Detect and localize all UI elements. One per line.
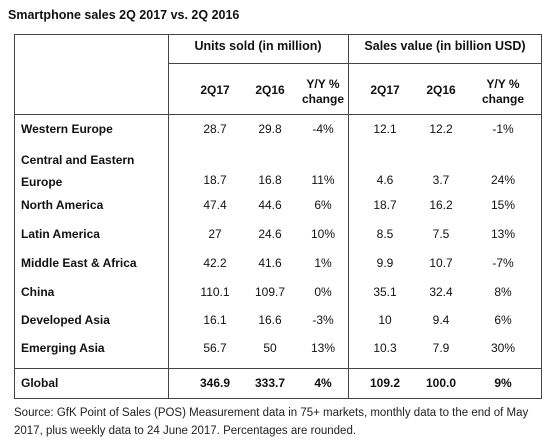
table-cell: 18.7 bbox=[373, 198, 397, 212]
table-cell: 32.4 bbox=[429, 285, 453, 299]
row-label: Middle East & Africa bbox=[21, 256, 137, 270]
table-cell: 6% bbox=[314, 198, 332, 212]
table-cell: -4% bbox=[312, 122, 334, 136]
table-cell: 10.3 bbox=[373, 341, 397, 355]
total-row-label: Global bbox=[21, 376, 59, 390]
subheader-units-2: Y/Y % change bbox=[301, 77, 344, 106]
subheader-sales-1: 2Q16 bbox=[426, 83, 456, 97]
table-cell: 29.8 bbox=[258, 122, 282, 136]
table-cell: -7% bbox=[492, 256, 514, 270]
divider-groups bbox=[348, 35, 349, 398]
table-cell: 13% bbox=[490, 227, 516, 241]
table-cell: -3% bbox=[312, 313, 334, 327]
table-cell: 8% bbox=[494, 285, 512, 299]
row-label: Developed Asia bbox=[21, 313, 110, 327]
subheader-units-0: 2Q17 bbox=[200, 83, 230, 97]
table-cell: 16.1 bbox=[203, 313, 227, 327]
table-cell: -1% bbox=[492, 122, 514, 136]
table-cell: 28.7 bbox=[203, 122, 227, 136]
table-cell: 7.5 bbox=[432, 227, 450, 241]
subheader-sales-0: 2Q17 bbox=[370, 83, 400, 97]
table-cell: 7.9 bbox=[432, 341, 450, 355]
table-cell: 30% bbox=[490, 341, 516, 355]
table-cell: 10 bbox=[378, 313, 392, 327]
group-header-rule bbox=[168, 63, 541, 64]
table-cell: 18.7 bbox=[203, 173, 227, 187]
row-label: Western Europe bbox=[21, 122, 113, 136]
sales-value-header: Sales value (in billion USD) bbox=[364, 39, 526, 53]
table-cell: 15% bbox=[490, 198, 516, 212]
units-sold-header: Units sold (in million) bbox=[194, 39, 322, 53]
table-cell: 50 bbox=[263, 341, 277, 355]
table-cell: 109.7 bbox=[254, 285, 286, 299]
row-label: North America bbox=[21, 198, 104, 212]
source-note: Source: GfK Point of Sales (POS) Measure… bbox=[14, 407, 529, 437]
total-cell: 346.9 bbox=[199, 376, 231, 390]
table-cell: 110.1 bbox=[200, 285, 230, 299]
table-cell: 11% bbox=[311, 173, 335, 187]
table-cell: 4.6 bbox=[376, 173, 394, 187]
total-row-rule bbox=[15, 368, 541, 369]
total-cell: 109.2 bbox=[369, 376, 401, 390]
total-cell: 9% bbox=[494, 376, 512, 390]
table-cell: 10.7 bbox=[429, 256, 453, 270]
total-cell: 333.7 bbox=[254, 376, 286, 390]
table-cell: 24.6 bbox=[258, 227, 282, 241]
table-cell: 44.6 bbox=[258, 198, 282, 212]
table-cell: 56.7 bbox=[203, 341, 227, 355]
table-cell: 9.4 bbox=[432, 313, 450, 327]
row-label: China bbox=[21, 285, 55, 299]
table-cell: 8.5 bbox=[376, 227, 394, 241]
subheader-sales-2: Y/Y % change bbox=[481, 77, 524, 106]
table-cell: 1% bbox=[314, 256, 332, 270]
row-label: Central and Eastern Europe bbox=[21, 153, 135, 189]
total-cell: 4% bbox=[314, 376, 332, 390]
table-cell: 0% bbox=[314, 285, 332, 299]
divider-regions bbox=[168, 35, 169, 398]
table-cell: 35.1 bbox=[373, 285, 397, 299]
table-cell: 3.7 bbox=[432, 173, 450, 187]
table-cell: 16.2 bbox=[429, 198, 453, 212]
table-cell: 12.2 bbox=[429, 122, 453, 136]
header-bottom-rule bbox=[15, 114, 541, 115]
table-cell: 12.1 bbox=[373, 122, 397, 136]
table-cell: 10% bbox=[310, 227, 336, 241]
table-title: Smartphone sales 2Q 2017 vs. 2Q 2016 bbox=[8, 8, 240, 22]
table-cell: 24% bbox=[490, 173, 516, 187]
table-cell: 27 bbox=[208, 227, 222, 241]
row-label: Emerging Asia bbox=[21, 341, 105, 355]
total-cell: 100.0 bbox=[425, 376, 457, 390]
table-cell: 47.4 bbox=[203, 198, 227, 212]
table-cell: 6% bbox=[494, 313, 512, 327]
table-cell: 42.2 bbox=[203, 256, 227, 270]
subheader-units-1: 2Q16 bbox=[255, 83, 285, 97]
table-cell: 13% bbox=[310, 341, 336, 355]
table-cell: 16.6 bbox=[258, 313, 282, 327]
table-cell: 41.6 bbox=[258, 256, 282, 270]
row-label: Latin America bbox=[21, 227, 100, 241]
table-cell: 9.9 bbox=[376, 256, 394, 270]
table-cell: 16.8 bbox=[258, 173, 282, 187]
sales-table: Units sold (in million) Sales value (in … bbox=[14, 34, 542, 399]
